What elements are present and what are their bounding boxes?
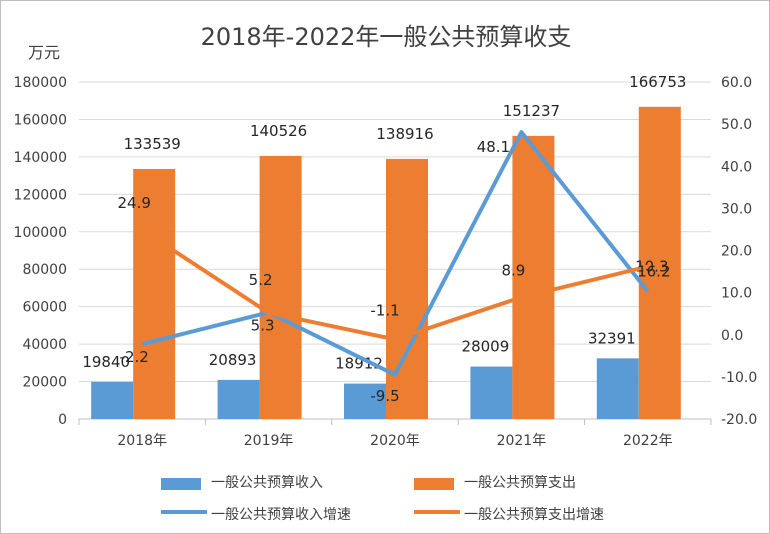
revenue-growth-data-label: 48.1: [477, 138, 510, 156]
revenue-growth-data-label: -9.5: [370, 387, 399, 405]
revenue-bar-data-label: 32391: [588, 329, 636, 347]
right-axis-tick-label: 60.0: [721, 75, 752, 91]
right-axis-tick-label: 40.0: [721, 159, 752, 175]
right-axis-tick-label: -10.0: [721, 370, 757, 386]
left-axis-tick-label: 20000: [22, 375, 67, 391]
expenditure-bar: [638, 106, 681, 419]
expenditure-bar: [386, 158, 428, 419]
revenue-bar-data-label: 28009: [462, 338, 510, 356]
revenue-bar-data-label: 20893: [209, 351, 257, 369]
revenue-bar: [217, 379, 260, 419]
left-axis-tick-label: 60000: [22, 300, 67, 316]
expenditure-bar-data-label: 138916: [376, 125, 433, 143]
revenue-bar: [470, 366, 513, 419]
expenditure-bar-data-label: 133539: [124, 135, 181, 153]
left-axis-unit: 万元: [28, 43, 61, 62]
left-axis-tick-label: 80000: [22, 262, 67, 278]
left-axis-tick-label: 160000: [14, 112, 67, 128]
expenditure-bar-data-label: 166753: [629, 73, 686, 91]
expenditure-growth-data-label: 16.2: [637, 263, 670, 281]
x-axis-tick-label: 2019年: [244, 433, 294, 449]
left-axis-tick-label: 100000: [14, 225, 67, 241]
expenditure-growth-data-label: 5.2: [249, 271, 273, 289]
right-axis-tick-label: 20.0: [721, 244, 752, 260]
left-axis-tick-label: 180000: [14, 75, 67, 91]
right-axis-tick-label: 0.0: [721, 328, 743, 344]
right-axis-tick-label: -20.0: [721, 412, 757, 428]
left-axis-tick-label: 140000: [14, 150, 67, 166]
revenue-growth-data-label: -2.2: [120, 348, 149, 366]
revenue-bar: [344, 383, 386, 419]
expenditure-growth-line: [141, 228, 649, 342]
x-axis-tick-label: 2021年: [497, 433, 547, 449]
right-axis-tick-label: 10.0: [721, 286, 752, 302]
revenue-bar-data-label: 19840: [82, 353, 130, 371]
revenue-bar: [91, 381, 134, 419]
expenditure-bar: [512, 135, 555, 420]
right-axis-tick-label: 50.0: [721, 117, 752, 133]
expenditure-growth-data-label: -1.1: [370, 301, 399, 319]
expenditure-growth-data-label: 24.9: [117, 194, 150, 212]
left-axis-tick-label: 40000: [22, 337, 67, 353]
chart-title: 2018年-2022年一般公共预算收支: [200, 23, 572, 51]
x-axis-tick-label: 2022年: [623, 433, 673, 449]
revenue-bar-data-label: 18912: [335, 355, 383, 373]
x-axis-tick-label: 2018年: [117, 433, 167, 449]
revenue-bar: [596, 358, 639, 419]
x-axis-tick-label: 2020年: [370, 433, 420, 449]
expenditure-bar: [133, 168, 176, 419]
expenditure-bar-data-label: 140526: [250, 122, 307, 140]
revenue-growth-line: [141, 130, 650, 377]
left-axis-tick-label: 120000: [14, 187, 67, 203]
revenue-growth-data-label: 5.3: [251, 316, 275, 334]
left-axis-tick-label: 0: [58, 412, 67, 428]
expenditure-bar: [259, 155, 302, 419]
expenditure-growth-data-label: 8.9: [501, 261, 525, 279]
expenditure-bar-data-label: 151237: [503, 102, 560, 120]
right-axis-tick-label: 30.0: [721, 201, 752, 217]
revenue-growth-data-label: 10.3: [635, 257, 668, 275]
